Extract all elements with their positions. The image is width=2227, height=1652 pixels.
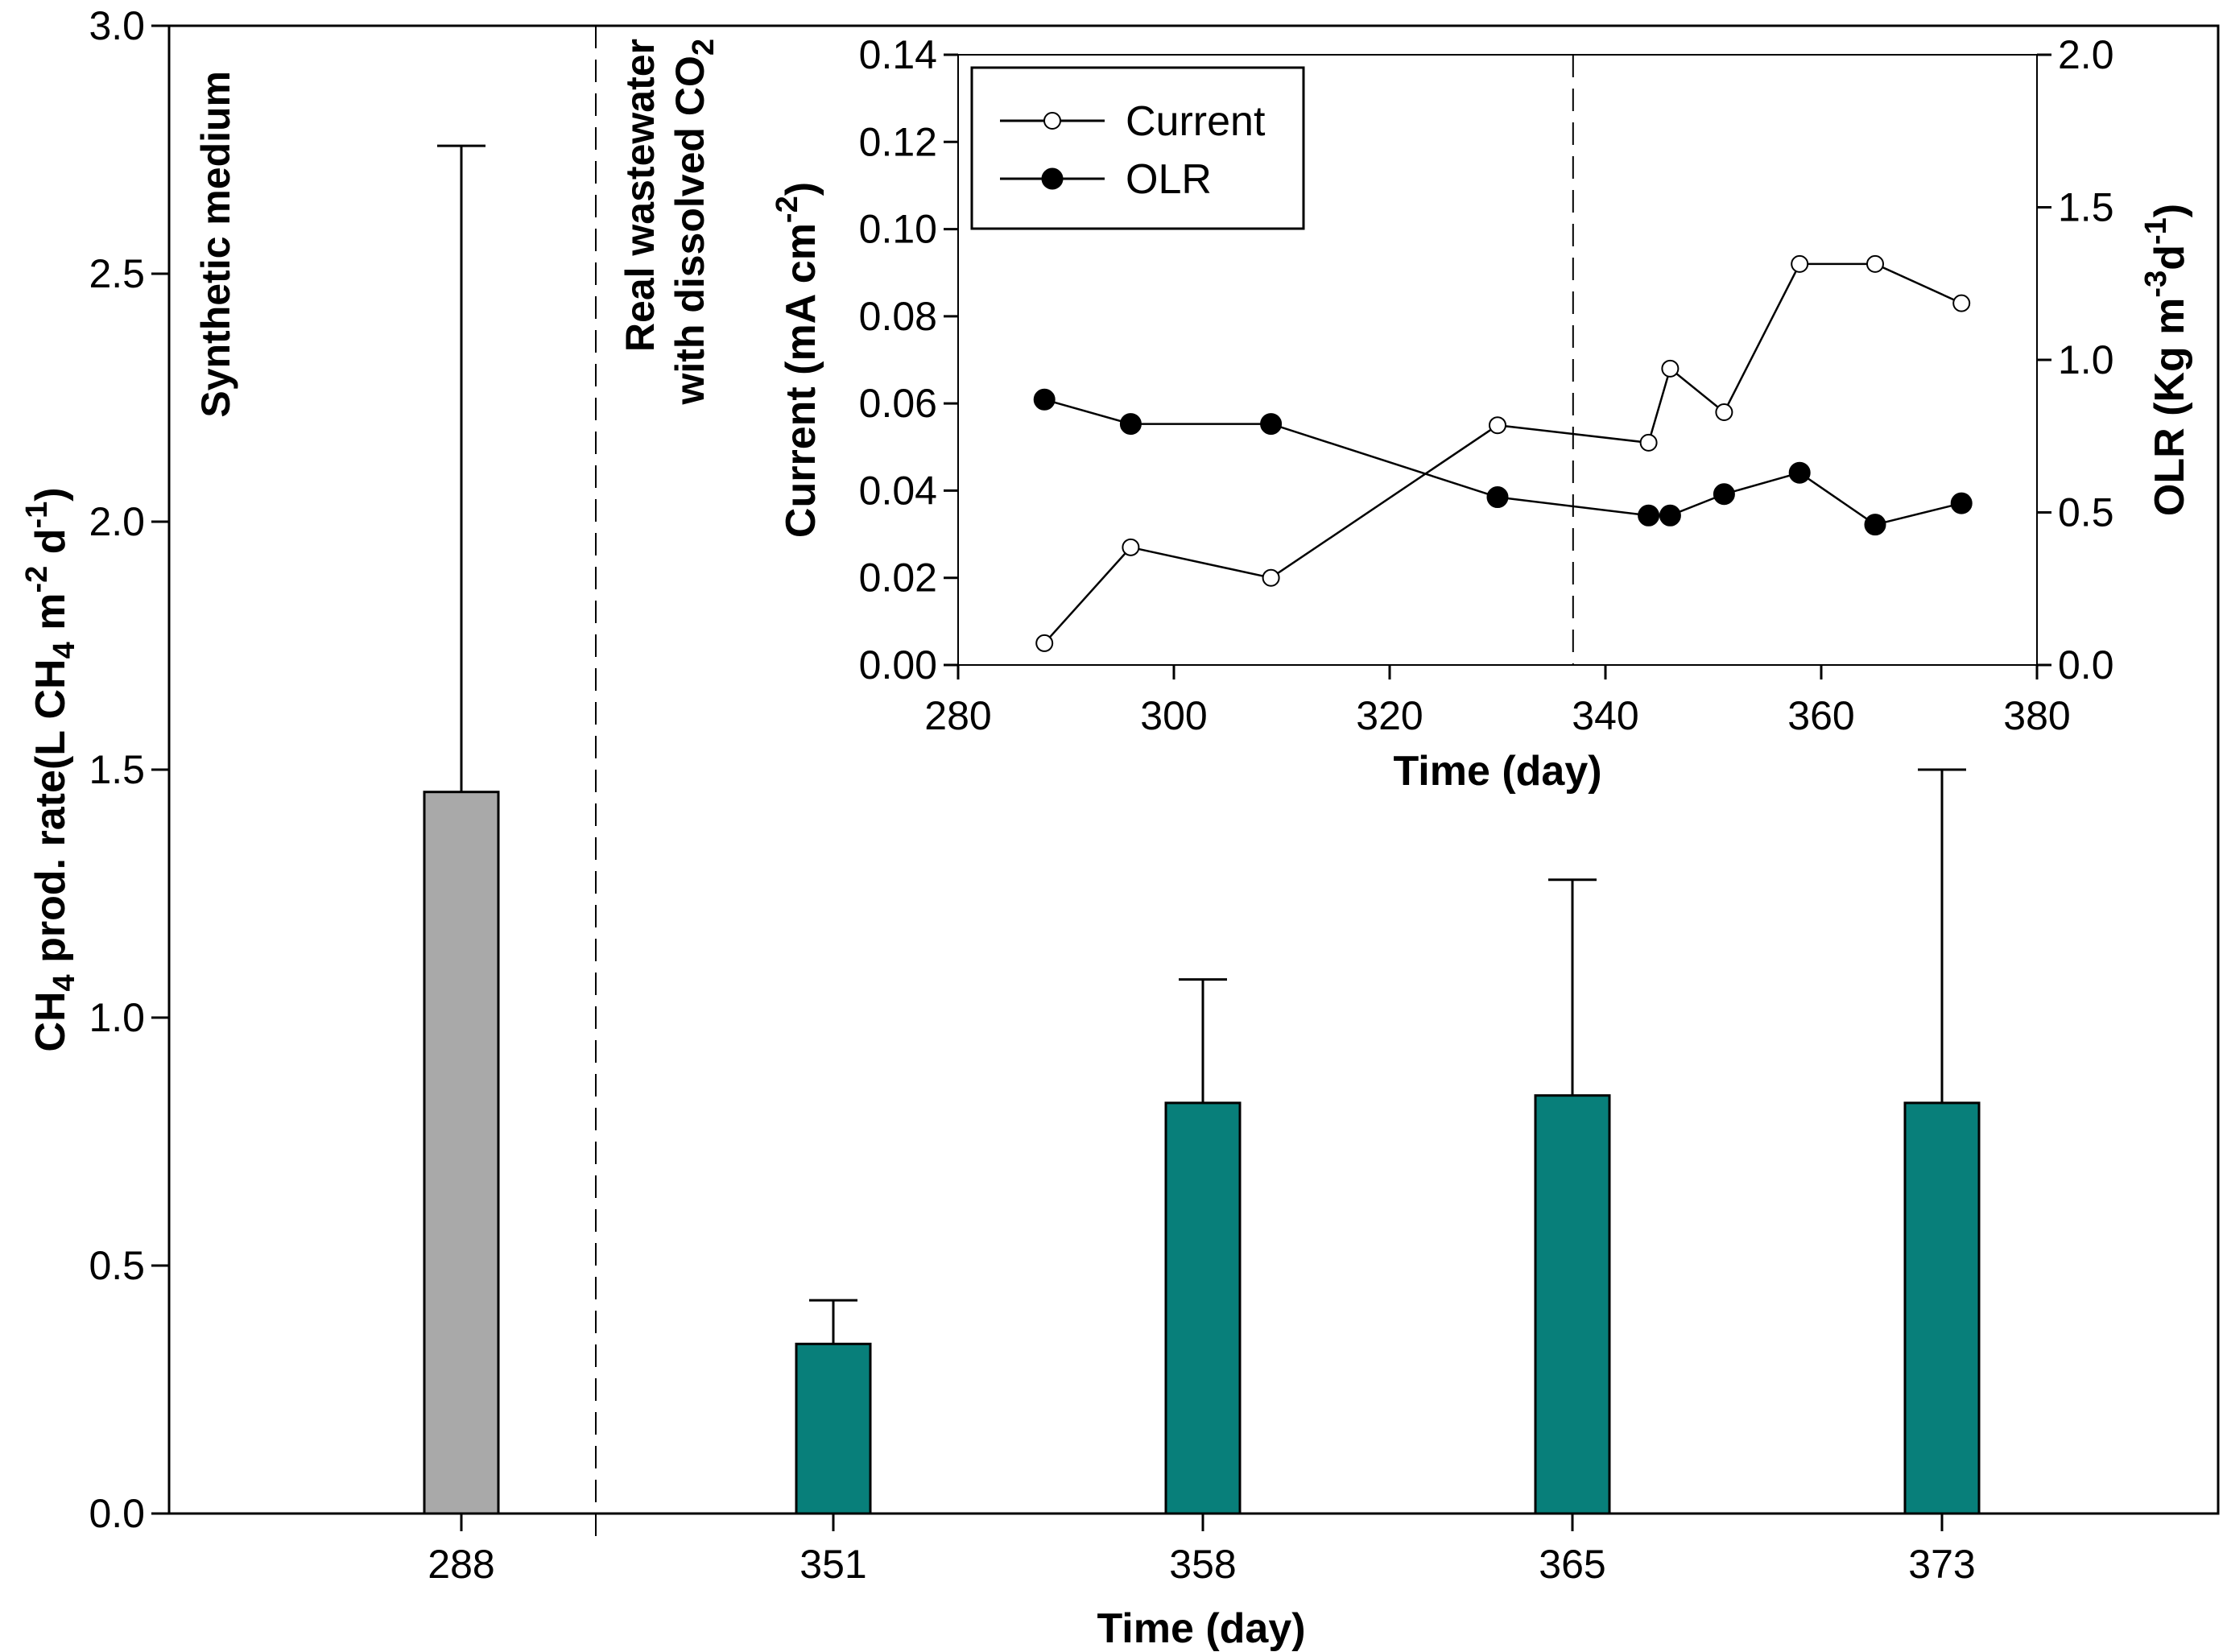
bar-y-tick-label-6: 3.0 (89, 3, 145, 48)
current-point-373 (1952, 294, 1971, 312)
bar-288 (423, 791, 500, 1515)
bar-y-tick-label-3: 1.5 (89, 747, 145, 792)
legend-box (970, 66, 1305, 230)
current-point-344 (1639, 433, 1658, 452)
olr-point-296 (1119, 413, 1142, 436)
inset-left-axis-label: Current (mA cm-2) (771, 182, 824, 538)
olr-point-288 (1033, 388, 1056, 411)
inset-right-tick-label-2: 1.0 (2058, 337, 2114, 382)
bar-x-tick-label-365: 365 (1539, 1542, 1605, 1587)
inset-right-tick-label-1: 0.5 (2058, 490, 2114, 535)
bar-chart: 0.0 0.5 1.0 1.5 2.0 2.5 3.0 288 351 358 365 373 Ti… (20, 3, 2220, 1652)
olr-point-330 (1486, 486, 1509, 509)
inset-x-tick-label-3: 340 (1572, 693, 1638, 738)
bar-358 (1164, 1101, 1242, 1515)
legend-current-label: Current (1126, 98, 1266, 145)
inset-left-tick-label-2: 0.04 (859, 468, 937, 513)
inset-left-tick-label-0: 0.00 (859, 642, 937, 688)
inset-line-chart: 280 300 320 340 360 380 0.00 0.02 0.04 0.06 0.08 0.… (771, 32, 2193, 795)
inset-right-axis-label: OLR (Kg m-3d-1) (2139, 204, 2193, 516)
inset-left-tick-label-3: 0.06 (859, 381, 937, 426)
current-point-330 (1489, 416, 1506, 435)
inset-x-tick-label-4: 360 (1787, 693, 1854, 738)
bar-x-tick-label-351: 351 (799, 1542, 866, 1587)
inset-left-tick-label-4: 0.08 (859, 294, 937, 339)
current-point-351 (1715, 403, 1733, 421)
inset-right-tick-label-3: 1.5 (2058, 185, 2114, 230)
olr-point-344 (1638, 504, 1660, 527)
bar-y-tick-label-4: 2.0 (89, 499, 145, 544)
inset-x-tick-label-1: 300 (1140, 693, 1207, 738)
current-series (1035, 254, 1971, 652)
annotation-real-wastewater: Real wastewater (618, 39, 663, 352)
bar-x-tick-label-373: 373 (1908, 1542, 1975, 1587)
bar-x-tick-label-358: 358 (1169, 1542, 1236, 1587)
annotation-dissolved-co2: with dissolved CO2 (667, 39, 721, 406)
bar-y-tick-label-0: 0.0 (89, 1491, 145, 1536)
current-point-365 (1866, 254, 1884, 273)
inset-left-tick-label-5: 0.10 (859, 207, 937, 252)
legend: Current OLR (970, 66, 1305, 230)
inset-right-tick-label-0: 0.0 (2058, 642, 2114, 688)
annotation-synthetic-medium: Synthetic medium (193, 71, 238, 418)
inset-x-tick-label-5: 380 (2003, 693, 2070, 738)
current-point-358 (1791, 254, 1809, 273)
legend-current-marker (1043, 112, 1061, 130)
olr-point-309 (1260, 413, 1283, 436)
current-point-296 (1122, 538, 1140, 556)
bars (423, 144, 1981, 1515)
olr-point-358 (1788, 461, 1811, 484)
olr-point-346 (1659, 504, 1681, 527)
bar-y-tick-label-1: 0.5 (89, 1243, 145, 1288)
inset-left-tick-label-1: 0.02 (859, 555, 937, 601)
inset-left-tick-label-6: 0.12 (859, 119, 937, 164)
bar-351 (795, 1342, 872, 1515)
inset-right-tick-label-4: 2.0 (2058, 32, 2114, 77)
inset-left-tick-label-7: 0.14 (859, 32, 937, 77)
bar-x-tick-label-288: 288 (428, 1542, 494, 1587)
bar-365 (1534, 1094, 1611, 1515)
olr-point-365 (1864, 514, 1886, 536)
inset-x-tick-label-0: 280 (924, 693, 991, 738)
inset-ticks: 280 300 320 340 360 380 0.00 0.02 0.04 0.06 0.08 0.… (859, 32, 2114, 738)
bar-y-tick-label-2: 1.0 (89, 995, 145, 1040)
current-line (1043, 262, 1962, 644)
inset-x-tick-label-2: 320 (1356, 693, 1423, 738)
olr-point-351 (1713, 483, 1735, 506)
legend-olr-marker (1041, 167, 1064, 190)
current-point-346 (1661, 359, 1680, 378)
olr-series (1033, 388, 1973, 536)
olr-point-373 (1950, 492, 1973, 514)
current-point-309 (1262, 568, 1280, 587)
current-point-288 (1035, 634, 1054, 652)
bar-y-axis-label: CH4 prod. rate(L CH4 m-2 d-1) (20, 487, 81, 1051)
legend-olr-label: OLR (1126, 156, 1212, 203)
bar-373 (1903, 1101, 1981, 1515)
bar-x-axis-label: Time (day) (1097, 1605, 1305, 1652)
inset-x-axis-label: Time (day) (1393, 748, 1601, 795)
bar-y-tick-label-5: 2.5 (89, 251, 145, 296)
bar-x-ticks: 288 351 358 365 373 (428, 1514, 1976, 1587)
bar-y-ticks: 0.0 0.5 1.0 1.5 2.0 2.5 3.0 (89, 3, 169, 1536)
